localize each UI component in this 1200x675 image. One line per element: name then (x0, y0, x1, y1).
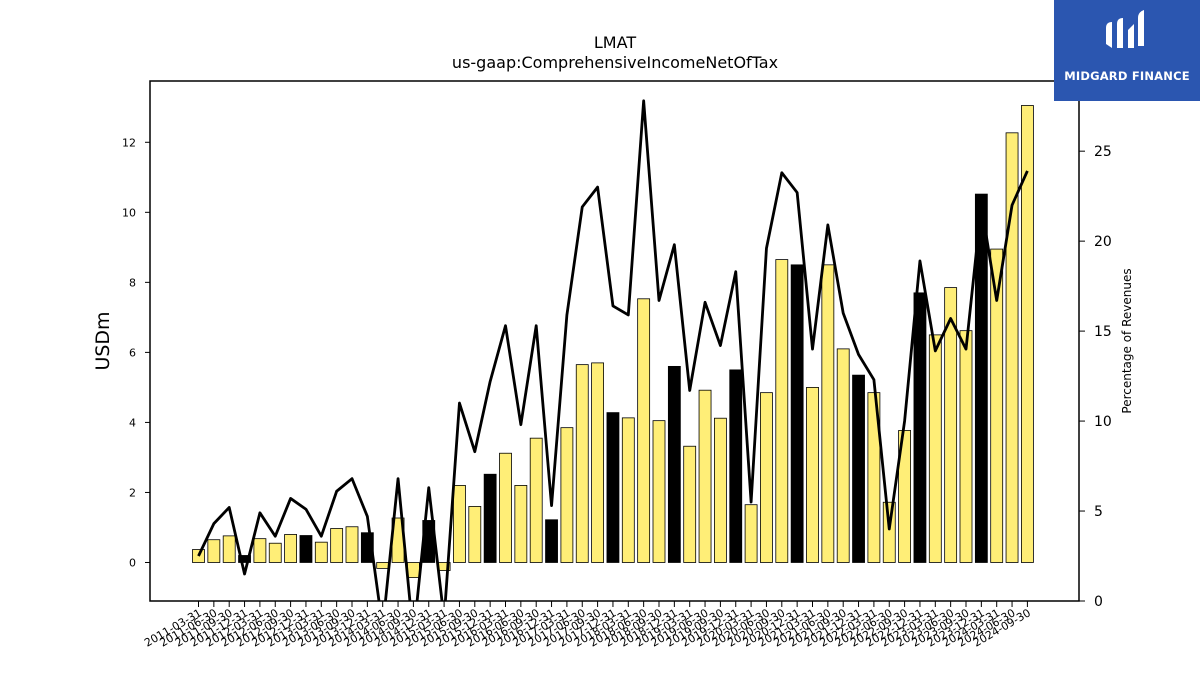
bar-2015-12-31 (483, 473, 497, 563)
bar-2017-09-30 (591, 362, 604, 563)
bar-2021-12-31 (852, 374, 865, 563)
bar-2023-03-31 (928, 334, 942, 563)
y-tick-label: 6 (129, 346, 136, 359)
bar-2021-03-31 (806, 386, 819, 563)
y2-tick-label: 25 (1094, 144, 1112, 160)
bar-2017-06-30 (575, 364, 589, 563)
bar-2014-03-31 (376, 562, 390, 569)
bar-2013-09-30 (345, 526, 359, 563)
y-tick-label: 4 (129, 416, 136, 429)
bar-2024-09-30 (1021, 105, 1034, 563)
bar-2020-12-31 (790, 264, 804, 563)
bar-2015-06-30 (453, 485, 466, 563)
bars-layer (192, 105, 1034, 578)
bar-2020-03-31 (744, 504, 758, 563)
midgard-finance-logo: MIDGARD FINANCE (1054, 0, 1200, 101)
bar-2012-09-30 (284, 534, 298, 563)
y-tick-label: 2 (129, 486, 136, 499)
bar-2015-09-30 (468, 506, 482, 563)
bar-2020-09-30 (775, 259, 789, 563)
series-line (197, 99, 1029, 601)
x-axis: 2011-03-312011-06-302011-09-302011-12-31… (142, 601, 1033, 650)
bar-2023-06-30 (944, 287, 958, 563)
bar-2011-09-30 (222, 535, 236, 563)
bar-2021-09-30 (836, 348, 850, 563)
bar-2019-12-31 (729, 369, 743, 563)
y-tick-label: 8 (129, 276, 136, 289)
y-tick-label: 12 (122, 136, 136, 149)
bar-2019-09-30 (714, 417, 727, 563)
y-axis-label: USDm (92, 311, 114, 370)
bar-2012-06-30 (268, 542, 282, 563)
y2-tick-label: 10 (1094, 414, 1112, 430)
bar-2020-06-30 (760, 392, 773, 563)
midgard-logo-icon (1106, 10, 1144, 48)
y2-tick-label: 15 (1094, 324, 1112, 340)
bar-2024-03-31 (990, 248, 1004, 563)
bar-2011-12-31 (238, 555, 251, 563)
bar-2013-03-31 (314, 541, 328, 563)
bar-2023-12-31 (974, 193, 988, 563)
bar-2016-06-30 (514, 485, 528, 563)
logo-text: MIDGARD FINANCE (1064, 69, 1190, 83)
y2-tick-label: 0 (1094, 594, 1103, 610)
bar-2014-09-30 (406, 562, 420, 578)
chart-subtitle: us-gaap:ComprehensiveIncomeNetOfTax (452, 53, 778, 72)
y-tick-label: 0 (129, 556, 136, 569)
bar-2017-12-31 (606, 412, 620, 563)
y-axis-right: 0 5 10 15 20 25 (1079, 144, 1112, 610)
y-tick-label: 10 (122, 206, 136, 219)
bar-2021-06-30 (821, 264, 835, 563)
line-layer (197, 99, 1029, 601)
plot-frame (149, 80, 1080, 602)
bar-2018-06-30 (637, 298, 651, 563)
bar-2019-06-30 (698, 389, 712, 563)
bar-2019-03-31 (683, 445, 697, 563)
bar-2018-09-30 (652, 420, 666, 563)
y-axis-left: 0 2 4 6 8 10 12 (122, 136, 150, 569)
bar-2016-03-31 (499, 452, 512, 563)
chart-title: LMAT (594, 33, 636, 52)
bar-2022-06-30 (882, 501, 896, 563)
y2-tick-label: 5 (1094, 504, 1103, 520)
bar-2024-06-30 (1005, 132, 1019, 563)
bar-2018-12-31 (667, 365, 681, 563)
y2-tick-label: 20 (1094, 234, 1112, 250)
bar-2016-12-31 (545, 519, 558, 563)
bar-2018-03-31 (621, 417, 635, 563)
y2-axis-label: Percentage of Revenues (1120, 268, 1134, 413)
bar-2012-12-31 (299, 535, 313, 563)
bar-2022-12-31 (913, 292, 927, 563)
bar-2023-09-30 (959, 330, 973, 563)
bar-2012-03-31 (253, 538, 267, 563)
bar-2011-06-30 (207, 539, 221, 563)
bar-2016-09-30 (529, 437, 543, 563)
bar-2013-06-30 (330, 528, 344, 563)
bar-2017-03-31 (560, 427, 574, 563)
